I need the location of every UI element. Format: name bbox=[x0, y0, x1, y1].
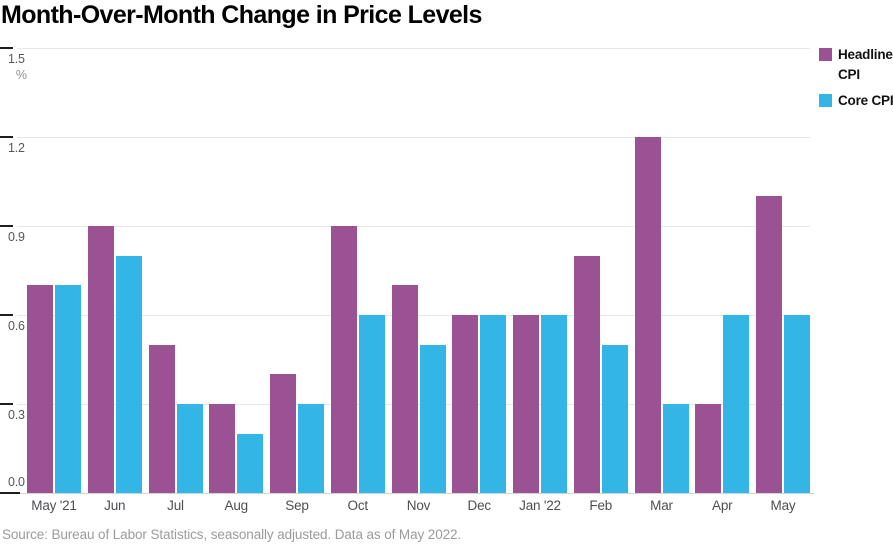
y-tick-0-3 bbox=[0, 403, 13, 405]
bar-headline-cpi-feb bbox=[573, 255, 600, 493]
x-tick-label-oct: Oct bbox=[347, 498, 369, 513]
y-tick-0-0 bbox=[0, 492, 20, 494]
x-tick-label-may-21: May '21 bbox=[31, 498, 77, 513]
gridline-0-9 bbox=[17, 226, 810, 227]
bar-group-jun: Jun bbox=[87, 48, 142, 513]
x-tick-label-apr: Apr bbox=[712, 498, 733, 513]
legend-item-headline-cpi: Headline CPI bbox=[819, 45, 893, 85]
y-tick-1-2 bbox=[0, 136, 13, 138]
bar-core-cpi-oct bbox=[358, 315, 385, 493]
bar-group-jan-22: Jan '22 bbox=[513, 48, 567, 513]
bar-group-nov: Nov bbox=[391, 48, 446, 513]
bar-core-cpi-sep bbox=[298, 404, 324, 493]
bar-headline-cpi-oct bbox=[330, 226, 357, 493]
x-tick-label-aug: Aug bbox=[224, 498, 249, 513]
y-axis-unit: % bbox=[15, 68, 27, 82]
x-tick-label-dec: Dec bbox=[467, 498, 492, 513]
legend-swatch-headline-cpi bbox=[819, 48, 832, 61]
y-tick-label-0-6: 0.6 bbox=[8, 319, 25, 333]
x-tick-label-jun: Jun bbox=[104, 498, 126, 513]
x-tick-label-sep: Sep bbox=[285, 498, 309, 513]
y-tick-label-0-9: 0.9 bbox=[8, 230, 25, 244]
x-tick-label-mar: Mar bbox=[650, 498, 673, 513]
y-tick-label-0-3: 0.3 bbox=[8, 408, 25, 422]
bar-headline-cpi-may bbox=[756, 196, 782, 493]
bar-group-mar: Mar bbox=[634, 48, 689, 513]
bar-headline-cpi-dec bbox=[452, 315, 479, 493]
bar-headline-cpi-aug bbox=[209, 404, 236, 493]
source-note: Source: Bureau of Labor Statistics, seas… bbox=[2, 527, 462, 542]
bar-core-cpi-jan-22 bbox=[541, 315, 567, 493]
bar-headline-cpi-may-21 bbox=[27, 285, 53, 493]
page-title: Month-Over-Month Change in Price Levels bbox=[1, 1, 482, 29]
y-tick-label-1-5: 1.5 bbox=[8, 52, 25, 66]
legend-label-core-cpi: Core CPI bbox=[838, 93, 893, 108]
gridline-1-5 bbox=[17, 48, 810, 49]
bar-group-aug: Aug bbox=[209, 48, 264, 513]
bar-group-feb: Feb bbox=[573, 48, 628, 513]
legend-label-headline-cpi: Headline CPI bbox=[838, 47, 893, 82]
bar-headline-cpi-mar bbox=[634, 137, 661, 493]
bar-core-cpi-jul bbox=[176, 404, 203, 493]
y-tick-0-6 bbox=[0, 314, 13, 316]
bar-core-cpi-nov bbox=[419, 344, 446, 493]
x-tick-label-nov: Nov bbox=[406, 498, 431, 513]
bar-core-cpi-aug bbox=[237, 433, 264, 493]
bar-headline-cpi-sep bbox=[270, 374, 296, 493]
y-tick-label-1-2: 1.2 bbox=[8, 141, 25, 155]
y-tick-0-9 bbox=[0, 225, 13, 227]
bar-core-cpi-mar bbox=[662, 404, 689, 493]
bar-group-oct: Oct bbox=[330, 48, 385, 513]
bar-headline-cpi-nov bbox=[391, 285, 418, 493]
bar-core-cpi-feb bbox=[601, 344, 628, 493]
y-tick-label-0-0: 0.0 bbox=[8, 475, 25, 489]
x-tick-label-feb: Feb bbox=[589, 498, 613, 513]
bar-group-may-21: May '21 bbox=[27, 48, 81, 513]
bar-headline-cpi-apr bbox=[695, 404, 722, 493]
legend-item-core-cpi: Core CPI bbox=[819, 91, 893, 111]
bar-group-apr: Apr bbox=[695, 48, 750, 513]
bar-core-cpi-jun bbox=[115, 255, 142, 493]
bar-headline-cpi-jul bbox=[148, 344, 175, 493]
bar-core-cpi-may-21 bbox=[55, 285, 81, 493]
legend: Headline CPI Core CPI bbox=[819, 45, 893, 117]
x-tick-label-jul: Jul bbox=[167, 498, 184, 513]
y-tick-1-5 bbox=[0, 47, 13, 49]
bar-group-may: May bbox=[756, 48, 810, 513]
gridline-0-0 bbox=[17, 493, 814, 494]
bar-core-cpi-dec bbox=[480, 315, 507, 493]
legend-swatch-core-cpi bbox=[819, 94, 832, 107]
bar-headline-cpi-jun bbox=[87, 226, 114, 493]
gridline-1-2 bbox=[17, 137, 810, 138]
bar-group-dec: Dec bbox=[452, 48, 507, 513]
plot-area: May '21 Jun Jul Aug Sep Oct Nov Dec Jan '22 Feb Ma… bbox=[27, 48, 810, 513]
bar-headline-cpi-jan-22 bbox=[513, 315, 539, 493]
bar-core-cpi-may bbox=[784, 315, 810, 493]
bar-core-cpi-apr bbox=[723, 315, 750, 493]
bar-group-sep: Sep bbox=[270, 48, 324, 513]
bar-group-jul: Jul bbox=[148, 48, 203, 513]
x-tick-label-may: May bbox=[770, 498, 796, 513]
x-tick-label-jan-22: Jan '22 bbox=[519, 498, 561, 513]
